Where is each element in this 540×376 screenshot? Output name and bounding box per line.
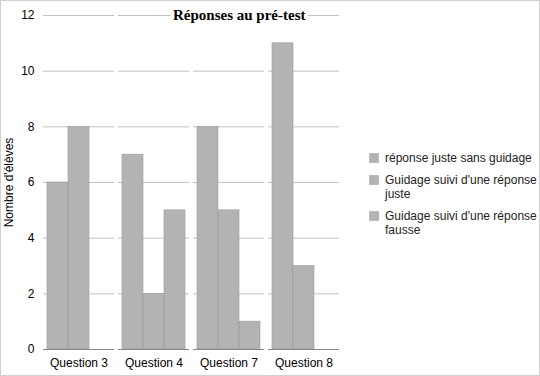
svg-text:Nombre d'élèves: Nombre d'élèves xyxy=(2,138,16,228)
svg-text:8: 8 xyxy=(28,120,35,134)
svg-text:2: 2 xyxy=(28,287,35,301)
html-text:Guidage suivi d'une réponse ju: Guidage suivi d'une réponse juste xyxy=(385,173,537,201)
svg-text:10: 10 xyxy=(21,64,35,78)
svg-text:0: 0 xyxy=(28,342,35,356)
svg-text:Question 3: Question 3 xyxy=(50,356,108,370)
html-text:Réponses au pré-test: Réponses au pré-test xyxy=(173,7,306,23)
svg-text:4: 4 xyxy=(28,231,35,245)
html-text:Guidage suivi d'une réponse fa: Guidage suivi d'une réponse fausse xyxy=(385,209,537,237)
svg-text:Question 8: Question 8 xyxy=(275,356,333,370)
svg-text:Question 4: Question 4 xyxy=(125,356,183,370)
svg-text:6: 6 xyxy=(28,175,35,189)
svg-text:Question 7: Question 7 xyxy=(200,356,258,370)
svg-text:12: 12 xyxy=(21,8,35,22)
html-text:réponse juste sans guidage: réponse juste sans guidage xyxy=(385,151,532,165)
